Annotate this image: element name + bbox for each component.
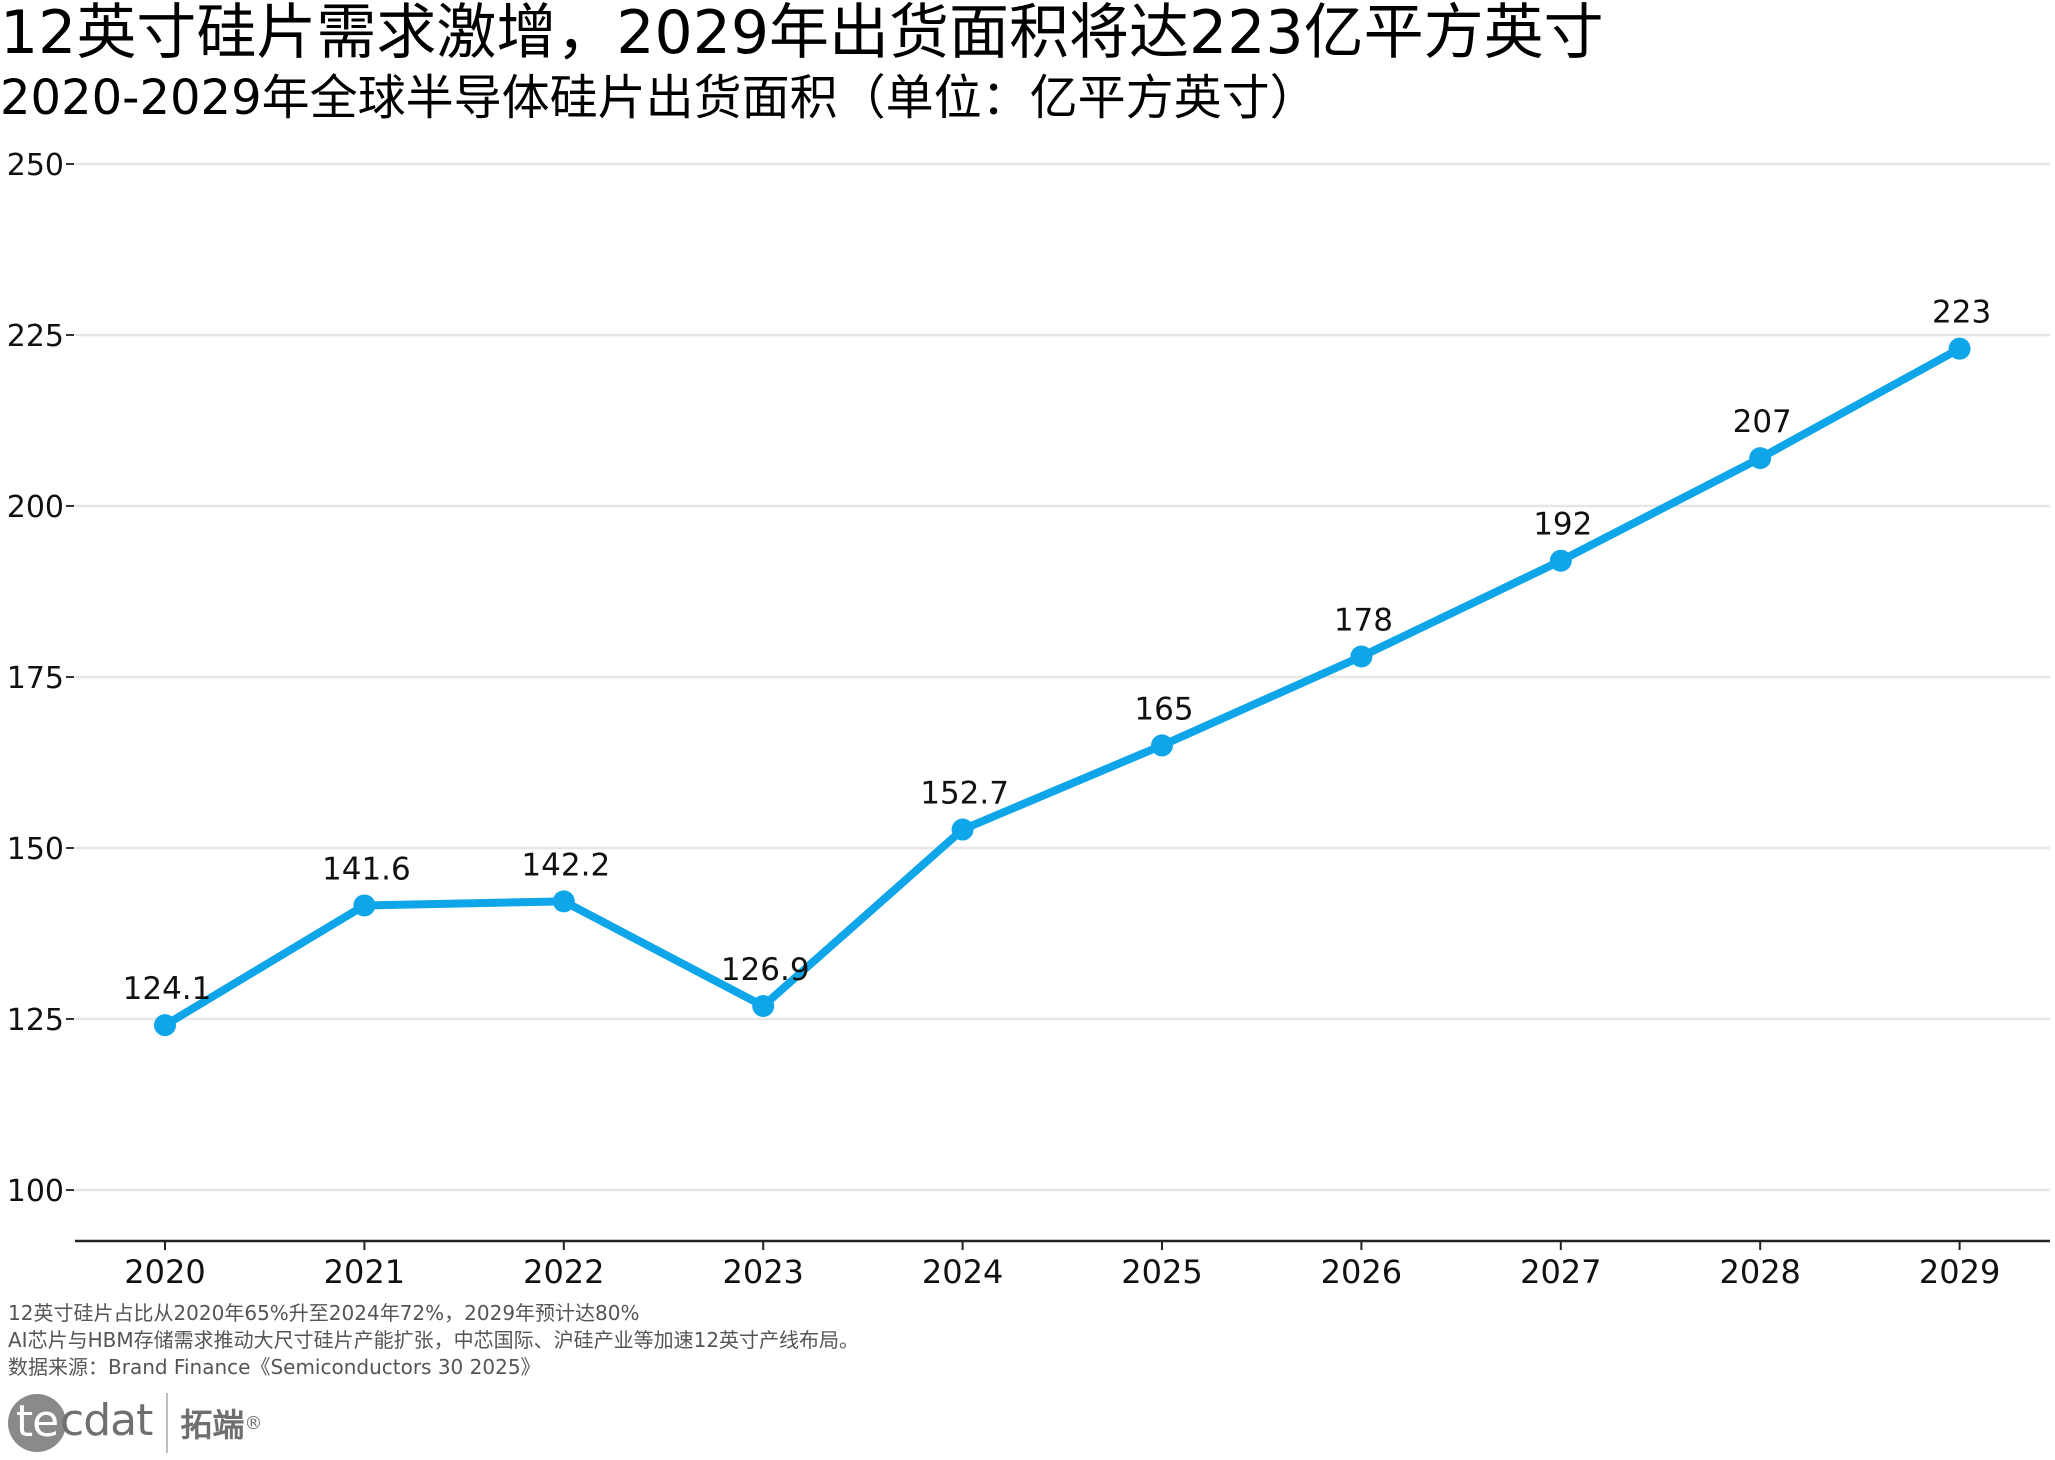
logo-registered-mark: ® (244, 1412, 263, 1434)
x-tick-label: 2021 (324, 1253, 405, 1291)
grid-lines (75, 162, 2050, 1192)
chart-title: 12英寸硅片需求激增，2029年出货面积将达223亿平方英寸 (0, 0, 1604, 68)
data-point (552, 890, 575, 913)
logo-divider (166, 1393, 169, 1453)
data-point (1749, 447, 1772, 470)
note-line-2: AI芯片与HBM存储需求推动大尺寸硅片产能扩张，中芯国际、沪硅产业等加速12英寸… (8, 1328, 860, 1352)
y-tick-label: 150 (7, 832, 64, 867)
data-series (154, 337, 1971, 1037)
data-point (951, 818, 974, 841)
data-label: 141.6 (322, 851, 411, 887)
y-tick-label: 100 (7, 1174, 64, 1209)
x-tick-label: 2025 (1121, 1253, 1202, 1291)
x-tick-label: 2028 (1719, 1253, 1800, 1291)
data-point (1549, 549, 1572, 572)
x-tick-label: 2026 (1321, 1253, 1402, 1291)
data-label: 192 (1533, 507, 1592, 543)
data-labels: 124.1 141.6 142.2 126.9 152.7 165 178 192 207 223 (123, 295, 1992, 1007)
x-tick-label: 2024 (922, 1253, 1003, 1291)
data-label: 223 (1932, 295, 1991, 331)
y-tick-label: 225 (7, 319, 64, 354)
data-label: 152.7 (920, 776, 1009, 812)
x-tick-label: 2023 (722, 1253, 803, 1291)
logo-mark-text: cdat (60, 1395, 153, 1446)
source-note: 数据来源：Brand Finance《Semiconductors 30 202… (8, 1355, 541, 1379)
logo-mark: tecdat (8, 1394, 153, 1452)
data-point (1948, 337, 1971, 360)
data-label: 126.9 (721, 952, 810, 988)
series-line (161, 344, 1964, 1030)
data-point (353, 894, 376, 917)
data-label: 165 (1134, 691, 1193, 727)
logo-circle: te (8, 1394, 66, 1452)
data-label: 124.1 (123, 971, 212, 1007)
x-tick-label: 2020 (124, 1253, 205, 1291)
data-label: 178 (1334, 602, 1393, 638)
y-tick-label: 125 (7, 1003, 64, 1038)
y-tick-label: 175 (7, 661, 64, 696)
logo-cn-text: 拓端 (180, 1406, 245, 1444)
x-tick-label: 2029 (1919, 1253, 2000, 1291)
data-label: 207 (1733, 404, 1792, 440)
data-point (752, 995, 775, 1018)
y-tick-label: 200 (7, 490, 64, 525)
y-axis: 100 125 150 175 200 225 250 (7, 148, 74, 1209)
chart-subtitle: 2020-2029年全球半导体硅片出货面积（单位：亿平方英寸） (0, 70, 1318, 126)
y-tick-label: 250 (7, 148, 64, 183)
data-point (154, 1014, 176, 1037)
tecdat-logo: tecdat 拓端 ® (8, 1388, 262, 1458)
x-axis: 2020 2021 2022 2023 2024 2025 2026 2027 2028 2029 (75, 1239, 2050, 1291)
data-label: 142.2 (521, 847, 610, 883)
x-tick-label: 2027 (1520, 1253, 1601, 1291)
chart-notes: 12英寸硅片占比从2020年65%升至2024年72%，2029年预计达80% … (8, 1300, 859, 1381)
data-point (1350, 645, 1373, 668)
data-point (1151, 734, 1173, 757)
note-line-1: 12英寸硅片占比从2020年65%升至2024年72%，2029年预计达80% (8, 1301, 640, 1325)
x-tick-label: 2022 (523, 1253, 604, 1291)
